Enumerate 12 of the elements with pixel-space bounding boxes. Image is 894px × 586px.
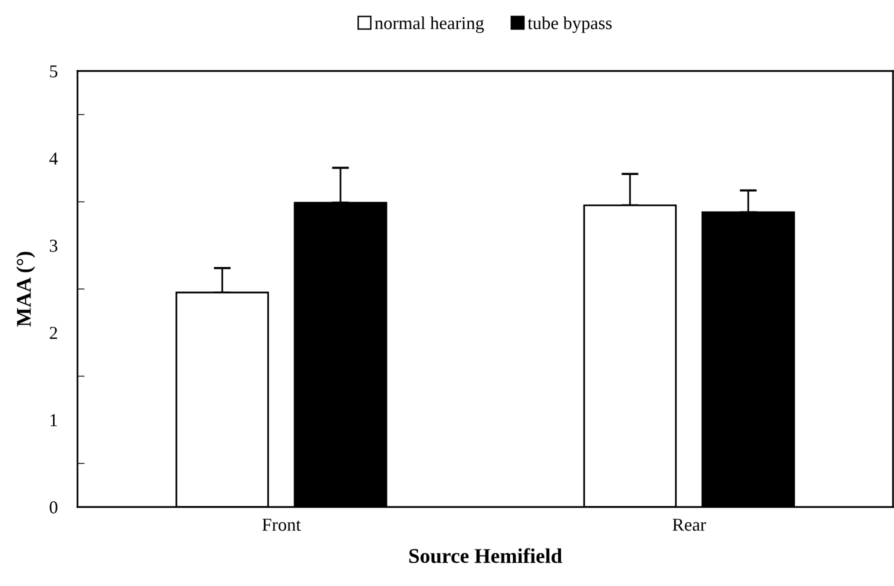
y-tick-label: 0	[50, 501, 58, 514]
legend-label: normal hearing	[374, 16, 484, 33]
y-tick-label: 4	[49, 152, 58, 164]
y-tick-label: 3	[50, 240, 58, 252]
legend-label: tube bypass	[528, 16, 612, 33]
y-tick-label: 2	[50, 326, 58, 339]
x-tick-label: Front	[262, 518, 301, 531]
x-tick-label: Rear	[672, 518, 706, 531]
y-tick-label: 5	[50, 65, 58, 78]
y-tick-label: 1	[50, 414, 57, 426]
x-axis-title: Source Hemifield	[409, 548, 562, 564]
y-axis-title: MAA (°)	[16, 252, 36, 327]
